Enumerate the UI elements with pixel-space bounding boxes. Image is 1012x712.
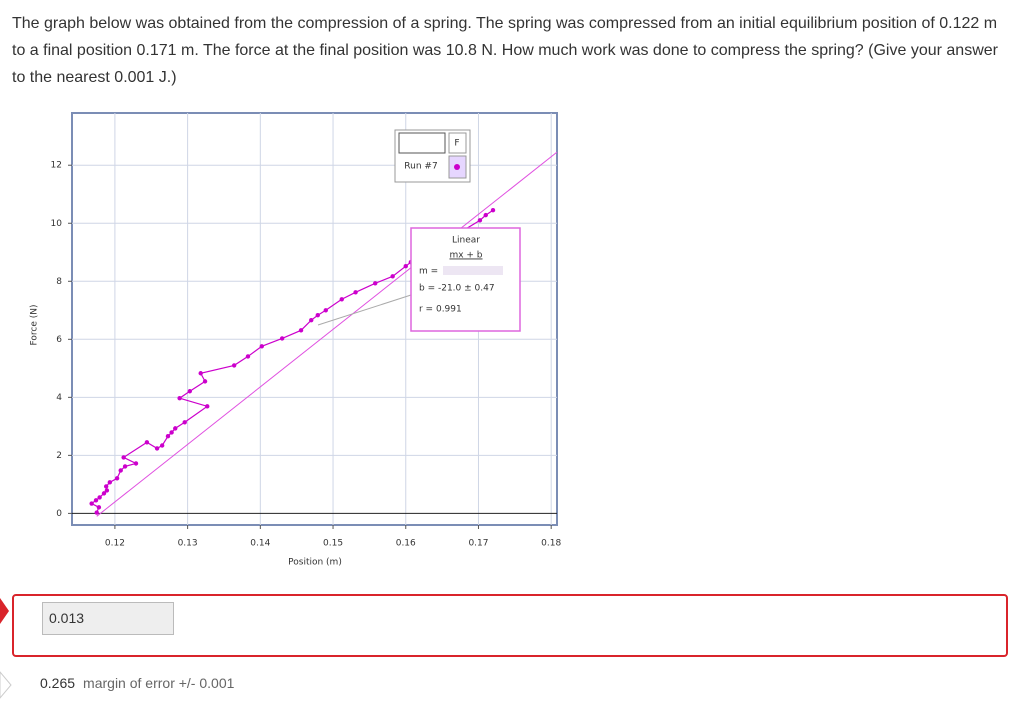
data-point (231, 363, 237, 368)
y-tick-label: 6 (56, 335, 62, 345)
data-point (103, 484, 109, 489)
data-point (205, 404, 210, 409)
data-point (202, 379, 208, 384)
data-point (97, 495, 102, 500)
answer-frame (12, 594, 1008, 657)
data-point (187, 389, 192, 394)
data-point (477, 218, 483, 223)
incorrect-marker (0, 598, 9, 624)
data-point (118, 468, 123, 473)
fit-b: b = -21.0 ± 0.47 (419, 284, 495, 294)
margin-note: margin of error +/- 0.001 (83, 675, 235, 691)
data-point (114, 476, 120, 481)
data-point (159, 443, 165, 448)
fit-r: r = 0.991 (419, 305, 462, 315)
data-point (107, 480, 113, 485)
fit-formula: mx + b (449, 251, 482, 261)
data-point (169, 430, 174, 435)
data-point (309, 317, 314, 323)
data-point (96, 505, 102, 510)
data-point (144, 440, 150, 445)
x-tick-label: 0.18 (541, 539, 561, 549)
data-point (353, 290, 358, 295)
data-point (165, 434, 171, 439)
data-point (315, 313, 320, 318)
fit-m-blur (443, 266, 503, 275)
y-tick-label: 12 (51, 161, 62, 171)
x-axis-label: Position (m) (288, 558, 342, 568)
fit-m: m = (419, 267, 438, 277)
legend-swatch (454, 164, 460, 170)
x-tick-label: 0.14 (250, 539, 270, 549)
correct-value: 0.265 (40, 675, 76, 691)
data-point (133, 461, 139, 466)
legend-header-cell (448, 132, 467, 154)
data-point (104, 488, 110, 493)
data-point (483, 212, 488, 218)
y-tick-label: 4 (56, 393, 62, 403)
x-tick-label: 0.13 (178, 539, 198, 549)
fit-box-frame (410, 227, 521, 332)
y-tick-label: 2 (56, 451, 62, 461)
legend-header: F (454, 139, 459, 149)
x-tick-label: 0.12 (105, 539, 125, 549)
fit-pointer (317, 294, 412, 326)
data-point (122, 464, 128, 469)
x-tick-label: 0.17 (468, 539, 488, 549)
legend-field (398, 132, 446, 154)
y-tick-label: 10 (51, 219, 63, 229)
data-point (339, 297, 344, 302)
legend-label: Run #7 (404, 162, 437, 172)
fit-box: Linear mx + b m = b = -21.0 ± 0.47 r = 0… (410, 227, 521, 332)
data-point (182, 420, 187, 425)
data-point (323, 308, 328, 313)
data-point (298, 328, 304, 333)
answer-input[interactable]: 0.013 (42, 602, 174, 635)
data-point (173, 426, 178, 431)
chart: Position (m) Force (N) F Run #7 Linear m… (30, 112, 561, 568)
data-point (390, 274, 395, 279)
data-point (490, 207, 496, 213)
data-point (403, 263, 408, 269)
data-point (198, 371, 203, 376)
data-point (89, 501, 94, 506)
data-point (94, 510, 99, 515)
x-tick-label: 0.16 (396, 539, 416, 549)
question-text: The graph below was obtained from the co… (12, 15, 998, 86)
y-tick-label: 8 (56, 277, 62, 287)
data-point (154, 446, 160, 451)
data-point (101, 491, 107, 496)
data-point (93, 498, 99, 503)
fit-title: Linear (452, 236, 480, 246)
data-point (245, 354, 251, 359)
x-tick-label: 0.15 (323, 539, 343, 549)
data-point (373, 281, 378, 286)
legend: F Run #7 (394, 129, 471, 183)
data-point (259, 344, 264, 349)
correct-answer: 0.265 margin of error +/- 0.001 (40, 675, 234, 691)
data-point (177, 396, 182, 401)
data-point (121, 455, 126, 460)
y-tick-label: 0 (56, 509, 62, 519)
data-point (279, 336, 285, 341)
fit-line (96, 151, 558, 517)
answer-marker (0, 671, 12, 699)
y-axis-label: Force (N) (30, 305, 40, 346)
markers (0, 598, 12, 699)
